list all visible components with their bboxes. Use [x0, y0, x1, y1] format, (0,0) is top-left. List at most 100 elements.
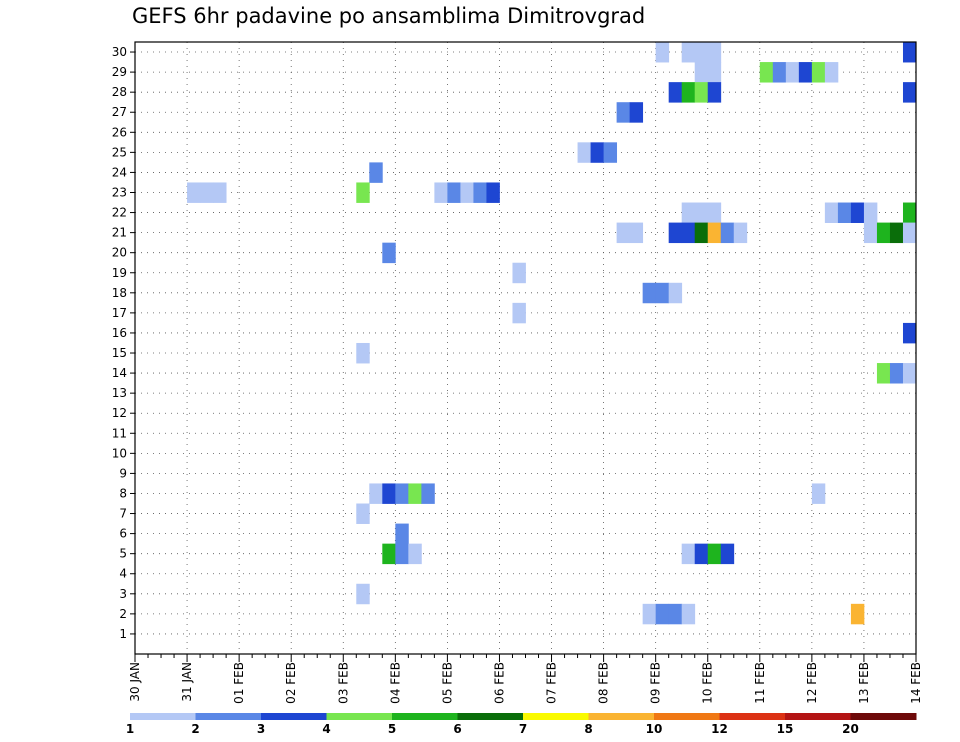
y-tick-label: 12	[112, 406, 127, 420]
colorbar-label: 5	[388, 722, 396, 736]
heatmap-cell	[617, 102, 630, 122]
y-tick-label: 17	[112, 306, 127, 320]
heatmap-cell	[604, 142, 617, 162]
x-tick-label: 05 FEB	[440, 662, 454, 704]
colorbar-label: 12	[711, 722, 728, 736]
x-tick-label: 01 FEB	[232, 662, 246, 704]
colorbar-label: 2	[191, 722, 199, 736]
colorbar-label: 10	[646, 722, 663, 736]
y-tick-label: 24	[112, 165, 127, 179]
heatmap-cell	[812, 483, 825, 503]
y-tick-label: 7	[119, 507, 127, 521]
heatmap-cell	[903, 203, 916, 223]
heatmap-cell	[877, 363, 890, 383]
heatmap-cell	[512, 263, 525, 283]
heatmap-cell	[721, 223, 734, 243]
heatmap-cell	[877, 223, 890, 243]
heatmap-cell	[382, 483, 395, 503]
heatmap-cell	[864, 223, 877, 243]
colorbar-swatch	[851, 713, 917, 720]
y-tick-label: 19	[112, 266, 127, 280]
heatmap-cell	[682, 604, 695, 624]
y-tick-label: 8	[119, 486, 127, 500]
x-tick-label: 31 JAN	[180, 662, 194, 702]
heatmap-cell	[395, 524, 408, 544]
y-tick-label: 26	[112, 125, 127, 139]
heatmap-cell	[382, 544, 395, 564]
plot-frame	[135, 42, 916, 654]
x-tick-label: 13 FEB	[857, 662, 871, 704]
colorbar: 1 2 3 4 5 6 7 8 10 12 15 20	[126, 713, 917, 736]
colorbar-label: 6	[453, 722, 461, 736]
heatmap-cell	[864, 203, 877, 223]
heatmap-cell	[890, 223, 903, 243]
x-tick-label: 02 FEB	[284, 662, 298, 704]
heatmap-cell	[851, 604, 864, 624]
y-tick-label: 1	[119, 627, 127, 641]
colorbar-swatch	[327, 713, 393, 720]
heatmap-cell	[669, 283, 682, 303]
heatmap-cell	[630, 102, 643, 122]
heatmap-cell	[200, 182, 213, 202]
y-tick-label: 16	[112, 326, 127, 340]
colorbar-swatch	[785, 713, 851, 720]
y-tick-label: 22	[112, 206, 127, 220]
colorbar-label: 4	[322, 722, 330, 736]
heatmap-cell	[838, 203, 851, 223]
colorbar-label: 3	[257, 722, 265, 736]
colorbar-swatch	[523, 713, 589, 720]
heatmap-cell	[369, 483, 382, 503]
heatmap-cell	[682, 203, 695, 223]
y-tick-label: 15	[112, 346, 127, 360]
heatmap-cell	[356, 584, 369, 604]
heatmap-cell	[408, 483, 421, 503]
y-tick-label: 25	[112, 145, 127, 159]
y-tick-label: 20	[112, 246, 127, 260]
x-tick-label: 30 JAN	[128, 662, 142, 702]
heatmap-cell	[434, 182, 447, 202]
heatmap-cell	[643, 604, 656, 624]
heatmap-cell	[708, 62, 721, 82]
y-tick-label: 27	[112, 105, 127, 119]
heatmap-cell	[213, 182, 226, 202]
x-tick-label: 03 FEB	[336, 662, 350, 704]
colorbar-swatch	[458, 713, 524, 720]
heatmap-cell	[460, 182, 473, 202]
heatmap-cell	[682, 223, 695, 243]
heatmap-cell	[903, 323, 916, 343]
colorbar-swatch	[130, 713, 196, 720]
x-tick-label: 04 FEB	[388, 662, 402, 704]
colorbar-swatch	[589, 713, 655, 720]
y-tick-label: 13	[112, 386, 127, 400]
x-tick-label: 09 FEB	[649, 662, 663, 704]
heatmap-cell	[903, 223, 916, 243]
colorbar-label: 15	[777, 722, 794, 736]
x-tick-label: 07 FEB	[545, 662, 559, 704]
colorbar-swatch	[720, 713, 786, 720]
colorbar-swatch	[196, 713, 262, 720]
heatmap-cell	[721, 544, 734, 564]
heatmap-cell	[578, 142, 591, 162]
colorbar-label: 20	[842, 722, 859, 736]
y-tick-label: 28	[112, 85, 127, 99]
y-tick-label: 21	[112, 226, 127, 240]
heatmap-cell	[825, 62, 838, 82]
heatmap-cell	[786, 62, 799, 82]
heatmap-cell	[486, 182, 499, 202]
heatmap-cell	[825, 203, 838, 223]
y-tick-label: 30	[112, 45, 127, 59]
heatmap-cell	[630, 223, 643, 243]
heatmap-cell	[395, 544, 408, 564]
heatmap-cell	[369, 162, 382, 182]
heatmap-cell	[408, 544, 421, 564]
precipitation-heatmap: 1234567891011121314151617181920212223242…	[0, 0, 960, 742]
heatmap-cell	[734, 223, 747, 243]
heatmap-cell	[760, 62, 773, 82]
heatmap-cell	[682, 42, 695, 62]
heatmap-cell	[617, 223, 630, 243]
x-tick-label: 10 FEB	[701, 662, 715, 704]
colorbar-swatch	[261, 713, 327, 720]
heatmap-cell	[447, 182, 460, 202]
y-tick-label: 4	[119, 567, 127, 581]
axis-layer: 1234567891011121314151617181920212223242…	[112, 45, 923, 704]
